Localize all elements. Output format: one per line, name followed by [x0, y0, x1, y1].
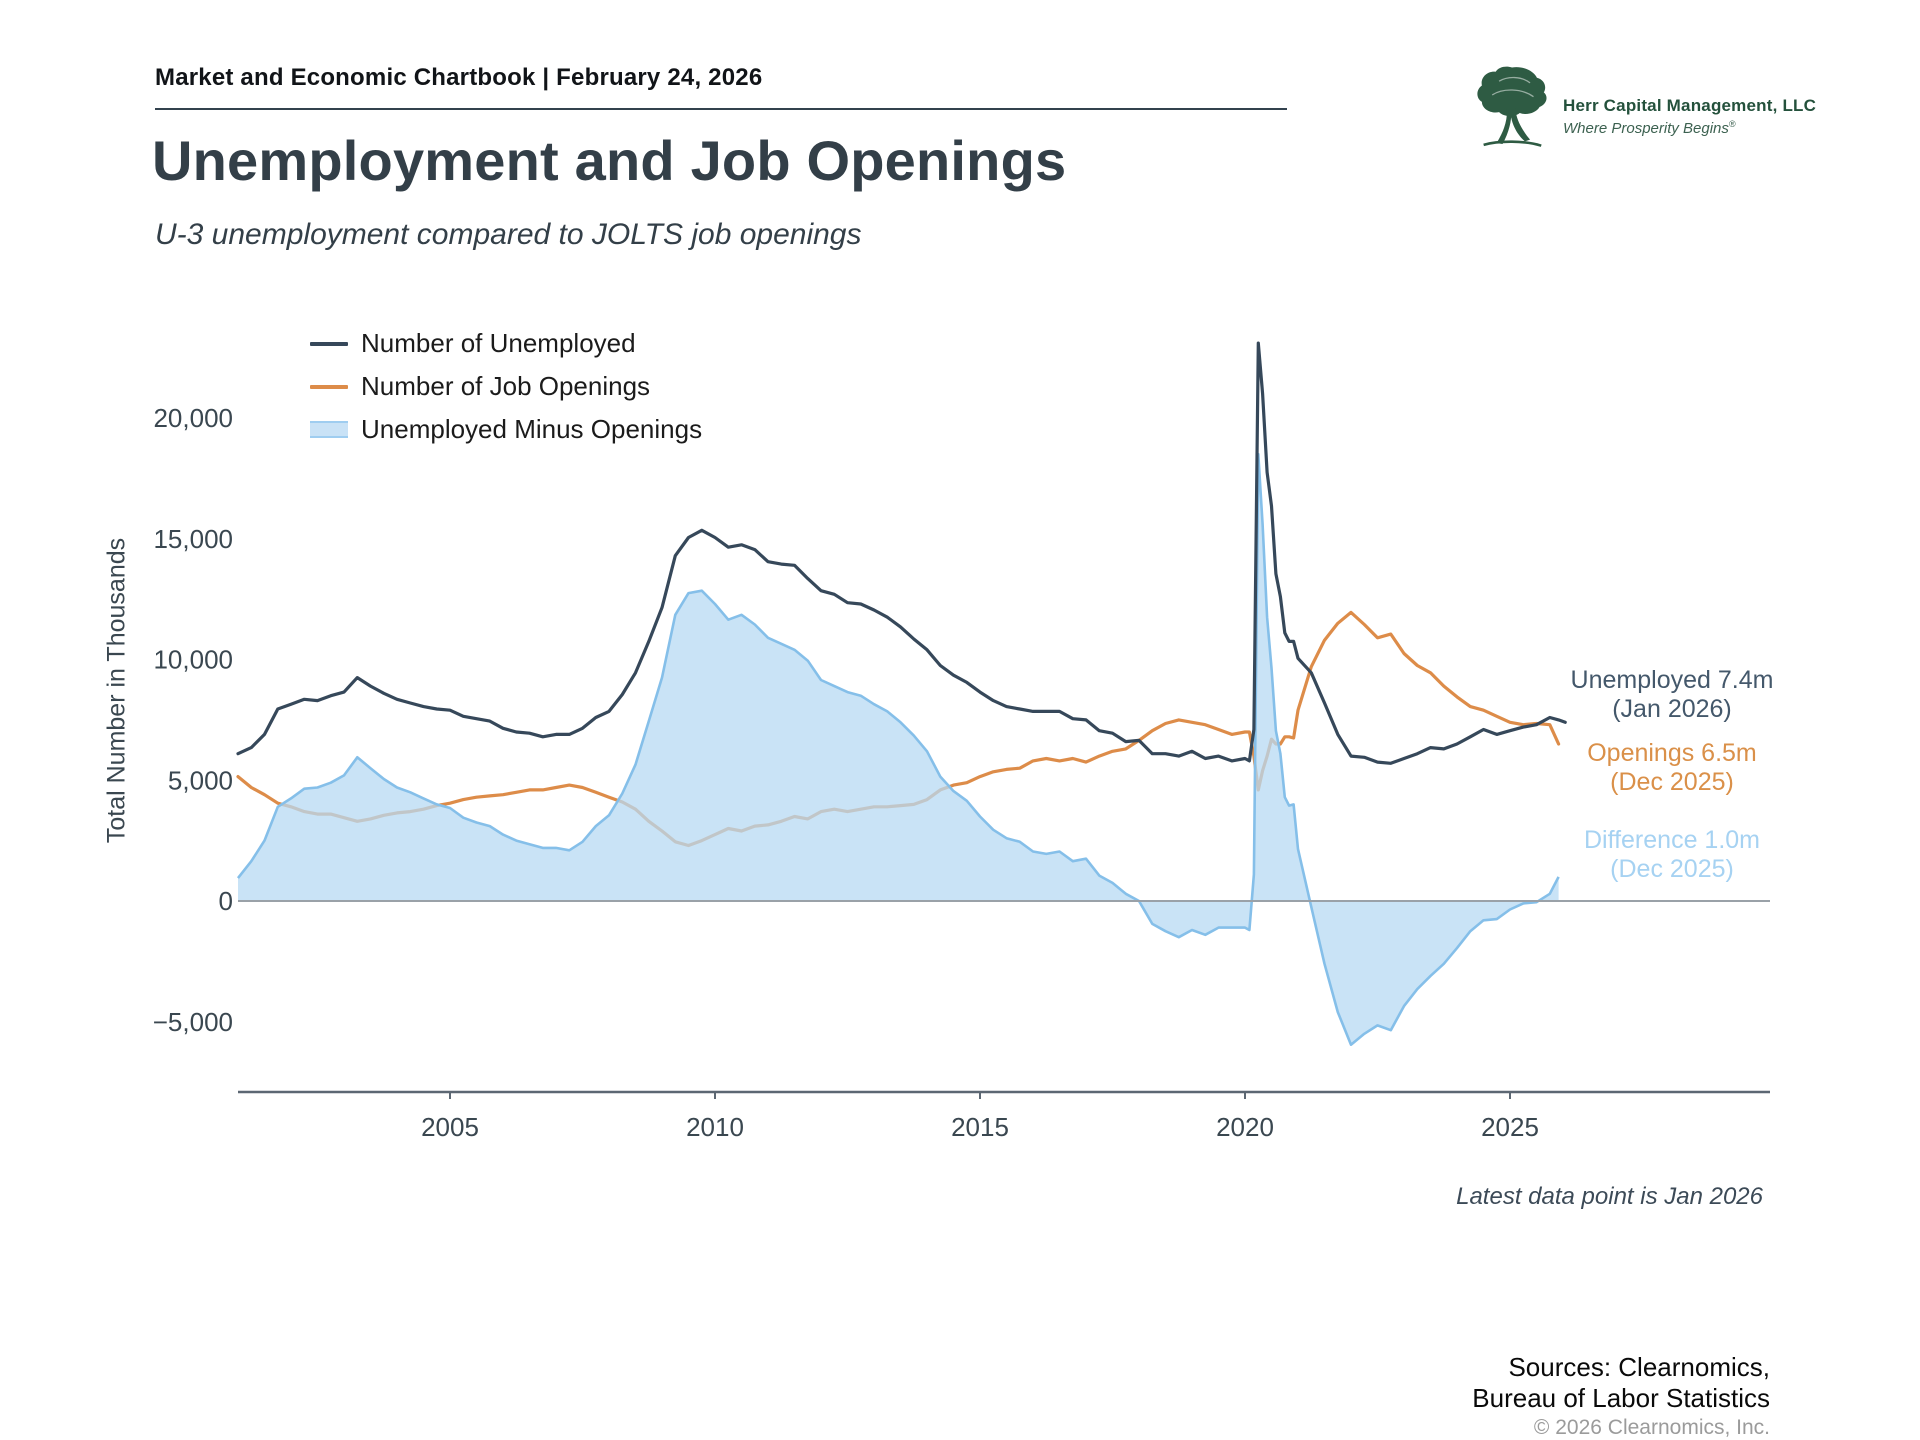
sources-line-2: Bureau of Labor Statistics — [1472, 1383, 1770, 1413]
sources-line-1: Sources: Clearnomics, — [1508, 1352, 1770, 1382]
legend-item-difference: Unemployed Minus Openings — [310, 408, 702, 451]
unemployed-line-swatch — [310, 341, 348, 346]
annotation-unemployed: Unemployed 7.4m (Jan 2026) — [1522, 666, 1822, 724]
company-name: Herr Capital Management, LLC — [1563, 95, 1817, 115]
svg-text:2015: 2015 — [951, 1112, 1009, 1142]
page-title: Unemployment and Job Openings — [152, 129, 1067, 192]
svg-text:5,000: 5,000 — [168, 765, 233, 795]
registered-mark: ® — [1728, 118, 1736, 129]
latest-data-note: Latest data point is Jan 2026 — [1456, 1183, 1763, 1210]
svg-text:0: 0 — [219, 886, 233, 916]
page-subtitle: U-3 unemployment compared to JOLTS job o… — [155, 218, 862, 251]
difference-area-swatch — [310, 421, 348, 438]
legend-item-unemployed: Number of Unemployed — [310, 322, 702, 365]
svg-text:10,000: 10,000 — [153, 645, 233, 675]
company-tagline: Where Prosperity Begins® — [1563, 118, 1736, 137]
svg-text:15,000: 15,000 — [153, 524, 233, 554]
copyright-text: © 2026 Clearnomics, Inc. — [1533, 1416, 1770, 1439]
report-eyebrow: Market and Economic Chartbook | February… — [155, 64, 763, 91]
svg-text:20,000: 20,000 — [153, 403, 233, 433]
annotation-value: Openings 6.5m — [1587, 739, 1757, 767]
svg-text:2020: 2020 — [1216, 1112, 1274, 1142]
sources-text: Sources: Clearnomics, Bureau of Labor St… — [1472, 1352, 1770, 1414]
legend-item-openings: Number of Job Openings — [310, 365, 702, 408]
chart-legend: Number of Unemployed Number of Job Openi… — [310, 322, 702, 451]
annotation-value: Unemployed 7.4m — [1570, 666, 1774, 694]
annotation-date: (Jan 2026) — [1612, 695, 1732, 723]
annotation-date: (Dec 2025) — [1610, 855, 1734, 883]
tree-icon — [1477, 66, 1547, 147]
svg-text:2005: 2005 — [421, 1112, 479, 1142]
legend-label: Number of Unemployed — [361, 328, 636, 358]
annotation-value: Difference 1.0m — [1583, 826, 1760, 854]
svg-text:2010: 2010 — [686, 1112, 744, 1142]
company-logo: Herr Capital Management, LLC Where Prosp… — [1473, 64, 1816, 150]
legend-label: Unemployed Minus Openings — [361, 414, 703, 444]
annotation-date: (Dec 2025) — [1610, 768, 1734, 796]
y-axis-title: Total Number in Thousands — [102, 537, 131, 844]
legend-label: Number of Job Openings — [361, 371, 651, 401]
svg-text:−5,000: −5,000 — [153, 1007, 233, 1037]
annotation-difference: Difference 1.0m (Dec 2025) — [1522, 826, 1822, 884]
annotation-openings: Openings 6.5m (Dec 2025) — [1522, 739, 1822, 797]
header-divider — [155, 108, 1287, 110]
svg-text:2025: 2025 — [1481, 1112, 1539, 1142]
openings-line-swatch — [310, 384, 348, 389]
company-logo-text: Herr Capital Management, LLC Where Prosp… — [1563, 96, 1816, 137]
